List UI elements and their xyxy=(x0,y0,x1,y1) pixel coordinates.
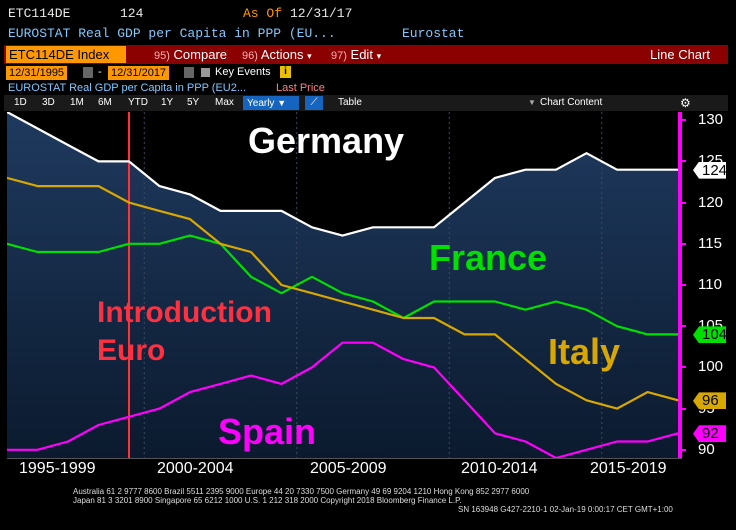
end-date-field[interactable]: 12/31/2017 xyxy=(108,66,170,80)
chart-content-button[interactable]: Chart Content xyxy=(540,97,603,108)
spain-label: Spain xyxy=(218,411,317,452)
key-events-label: Key Events xyxy=(215,66,271,78)
y-tick-mark xyxy=(682,366,686,369)
y-tick-label: 120 xyxy=(698,193,724,211)
as-of-label: As Of xyxy=(243,6,283,21)
x-axis-line xyxy=(7,458,682,459)
footer-contacts-line2: Japan 81 3 3201 8900 Singapore 65 6212 1… xyxy=(73,496,462,505)
series-legend: EUROSTAT Real GDP per Capita in PPP (EU2… xyxy=(8,82,247,94)
edit-label: Edit xyxy=(350,47,373,62)
italy-last-value-badge: 96 xyxy=(693,392,726,410)
y-tick-label: 90 xyxy=(698,440,715,458)
y-tick-mark xyxy=(682,325,686,328)
spain-series-line xyxy=(7,341,678,458)
x-tick-label: 2005-2009 xyxy=(310,460,387,477)
italy-series-line xyxy=(7,176,678,410)
edit-menu[interactable]: 97) Edit ▾ xyxy=(331,46,381,63)
france-label: France xyxy=(429,237,548,278)
period-ytd[interactable]: YTD xyxy=(128,97,148,108)
last-price-legend: Last Price xyxy=(276,82,325,94)
chevron-down-icon: ▾ xyxy=(376,51,382,61)
frequency-dropdown[interactable]: Yearly ▼ xyxy=(243,96,299,110)
chevron-down-icon: ▾ xyxy=(307,51,312,61)
euro-intro-label-line2: Euro xyxy=(97,334,166,367)
y-tick-mark xyxy=(682,407,686,410)
chart-plot-area[interactable]: Germany France Introduction Euro Italy S… xyxy=(7,112,678,458)
y-axis-line xyxy=(678,112,682,458)
germany-label: Germany xyxy=(248,120,405,161)
footer-session-info: SN 163948 G427-2210-1 02-Jan-19 0:00:17 … xyxy=(458,505,673,514)
calendar-icon[interactable] xyxy=(184,67,194,78)
period-5y[interactable]: 5Y xyxy=(187,97,200,108)
italy-label: Italy xyxy=(548,331,621,372)
footer-contacts-line1: Australia 61 2 9777 8600 Brazil 5511 239… xyxy=(73,487,530,496)
period-6m[interactable]: 6M xyxy=(98,97,112,108)
period-1m[interactable]: 1M xyxy=(70,97,84,108)
y-tick-mark xyxy=(682,201,686,204)
compare-button[interactable]: 95) Compare xyxy=(154,46,227,63)
table-button[interactable]: Table xyxy=(338,97,362,108)
start-date-field[interactable]: 12/31/1995 xyxy=(6,66,68,80)
y-tick-label: 100 xyxy=(698,358,724,376)
actions-menu[interactable]: 96) Actions ▾ xyxy=(242,46,312,63)
frequency-value: Yearly xyxy=(247,98,275,109)
chevron-down-icon: ▼ xyxy=(528,98,536,107)
spain-last-value-badge: 92 xyxy=(693,425,726,443)
key-events-checkbox[interactable] xyxy=(201,68,210,77)
actions-label: Actions xyxy=(260,47,304,62)
calendar-icon[interactable] xyxy=(83,67,93,78)
y-tick-label: 115 xyxy=(698,234,722,252)
chevron-down-icon: ▼ xyxy=(277,98,287,108)
compare-label: Compare xyxy=(173,47,227,62)
date-separator: - xyxy=(98,66,102,78)
edit-shortcut: 97) xyxy=(331,50,347,62)
y-tick-label: 110 xyxy=(698,276,722,293)
euro-intro-label-line1: Introduction xyxy=(97,296,272,329)
info-icon[interactable]: i xyxy=(280,66,291,78)
period-1d[interactable]: 1D xyxy=(14,97,27,108)
y-tick-mark xyxy=(682,160,686,163)
line-chart-icon[interactable]: ⟋ xyxy=(305,96,323,110)
actions-shortcut: 96) xyxy=(242,50,258,62)
germany-series-line xyxy=(7,112,678,237)
period-1y[interactable]: 1Y xyxy=(161,97,174,108)
period-3d[interactable]: 3D xyxy=(42,97,55,108)
y-tick-mark xyxy=(682,119,686,122)
y-tick-mark xyxy=(682,242,686,245)
ticker-code: ETC114DE xyxy=(8,6,71,21)
y-tick-label: 130 xyxy=(698,111,724,129)
chart-toolbar xyxy=(4,95,728,111)
data-source: Eurostat xyxy=(402,26,465,41)
security-input[interactable]: ETC114DE Index xyxy=(6,46,126,63)
x-tick-label: 2010-2014 xyxy=(461,460,538,477)
germany-area-fill xyxy=(7,112,678,458)
x-tick-label: 2015-2019 xyxy=(590,460,667,477)
line-chart xyxy=(7,112,678,458)
france-series-line xyxy=(7,234,678,336)
chart-type-label: Line Chart xyxy=(650,47,710,62)
x-tick-label: 1995-1999 xyxy=(19,460,96,477)
security-description: EUROSTAT Real GDP per Capita in PPP (EU.… xyxy=(8,26,336,41)
period-max[interactable]: Max xyxy=(215,97,234,108)
current-value: 124 xyxy=(120,6,144,21)
x-tick-label: 2000-2004 xyxy=(157,460,234,477)
gear-icon[interactable]: ⚙ xyxy=(680,96,691,110)
compare-shortcut: 95) xyxy=(154,50,170,62)
command-bar xyxy=(4,45,728,64)
y-tick-mark xyxy=(682,284,686,286)
as-of-date: 12/31/17 xyxy=(290,6,353,21)
germany-last-value-badge: 124 xyxy=(693,161,726,179)
y-tick-mark xyxy=(682,448,686,451)
france-last-value-badge: 104 xyxy=(693,326,726,344)
